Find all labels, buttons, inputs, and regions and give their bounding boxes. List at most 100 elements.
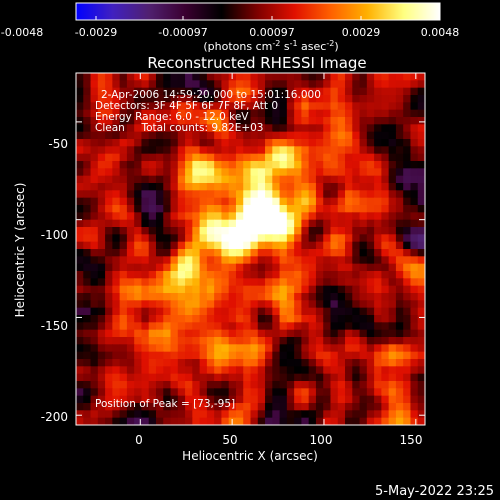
image-pixel [235,153,244,162]
image-pixel [97,293,106,301]
image-pixel [272,95,281,103]
image-pixel [279,73,288,81]
image-pixel [345,315,353,323]
image-pixel [403,87,412,96]
image-pixel [315,102,324,111]
image-pixel [206,293,215,301]
y-tick-label: -100 [41,228,68,242]
image-pixel [214,139,223,147]
image-pixel [141,256,150,265]
image-pixel [395,212,404,221]
image-pixel [199,87,208,96]
image-pixel [374,73,382,81]
image-pixel [410,153,419,162]
image-pixel [192,381,201,389]
image-pixel [417,300,425,309]
image-pixel [286,293,295,301]
image-pixel [265,197,273,206]
image-pixel [134,366,143,375]
image-pixel [112,219,121,228]
image-pixel [105,329,113,338]
image-pixel [265,329,273,338]
image-pixel [417,183,425,191]
image-pixel [286,102,295,111]
image-pixel [301,168,310,177]
image-pixel [119,227,128,235]
image-pixel [279,117,288,125]
image-pixel [294,197,302,206]
image-pixel [199,139,208,147]
image-pixel [301,373,310,382]
colorbar-tick-label: -0.00097 [158,26,207,39]
image-pixel [170,285,179,294]
image-pixel [417,256,425,265]
image-pixel [155,322,164,331]
image-pixel [206,219,215,228]
image-pixel [163,293,172,301]
image-pixel [410,249,419,257]
image-pixel [388,212,397,221]
image-pixel [257,183,266,191]
image-pixel [97,307,106,316]
image-pixel [279,388,288,397]
image-pixel [134,227,143,235]
image-pixel [105,315,113,323]
image-pixel [105,263,113,272]
image-pixel [155,351,164,360]
image-pixel [214,337,223,345]
image-pixel [395,417,404,425]
image-pixel [214,300,223,309]
image-pixel [374,197,382,206]
image-pixel [388,373,397,382]
image-pixel [76,366,84,375]
image-pixel [83,329,92,338]
image-pixel [381,300,390,309]
image-pixel [359,329,368,338]
image-pixel [141,351,150,360]
image-pixel [192,227,201,235]
image-pixel [395,80,404,89]
image-pixel [315,337,324,345]
image-pixel [170,351,179,360]
image-pixel [214,241,223,250]
image-pixel [228,410,237,419]
image-pixel [330,403,339,411]
image-pixel [257,249,266,257]
image-pixel [381,95,390,103]
image-pixel [417,263,425,272]
image-pixel [286,307,295,316]
image-pixel [352,109,361,118]
image-pixel [265,388,273,397]
image-pixel [206,417,215,425]
image-pixel [105,227,113,235]
image-pixel [243,153,252,162]
image-pixel [199,153,208,162]
image-pixel [155,87,164,96]
image-pixel [301,388,310,397]
image-pixel [206,329,215,338]
image-pixel [337,410,346,419]
image-pixel [148,153,157,162]
image-pixel [359,395,368,404]
image-pixel [381,227,390,235]
image-pixel [177,80,186,89]
image-pixel [257,227,266,235]
plot-frame [75,72,426,426]
image-pixel [323,271,332,279]
image-pixel [199,219,208,228]
image-pixel [185,293,193,301]
image-pixel [381,234,390,243]
image-pixel [155,373,164,382]
image-pixel [112,410,121,419]
image-pixel [126,278,135,287]
image-pixel [170,146,179,155]
image-pixel [177,168,186,177]
image-pixel [250,278,259,287]
image-pixel [323,87,332,96]
image-pixel [352,227,361,235]
image-pixel [308,278,317,287]
image-pixel [395,73,404,81]
image-pixel [265,175,273,184]
image-pixel [359,197,368,206]
image-pixel [126,190,135,199]
